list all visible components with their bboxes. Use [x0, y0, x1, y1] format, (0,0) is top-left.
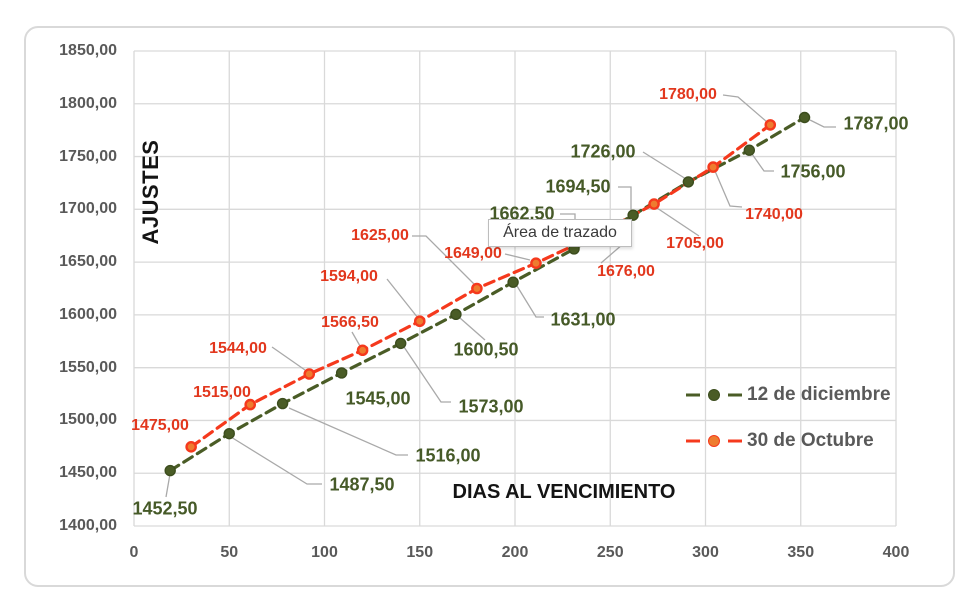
data-label-12-de-diciembre: 1726,00	[570, 141, 636, 162]
label-leader-line	[230, 436, 322, 485]
data-point-marker[interactable]	[798, 111, 811, 124]
label-leader-line	[412, 235, 477, 287]
data-label-30-de-octubre: 1740,00	[745, 206, 803, 223]
label-leader-line	[714, 170, 743, 208]
data-label-12-de-diciembre: 1631,00	[550, 309, 616, 330]
data-point-marker[interactable]	[356, 344, 369, 357]
data-point-marker[interactable]	[450, 308, 462, 321]
data-label-12-de-diciembre: 1545,00	[345, 388, 411, 409]
data-point-marker[interactable]	[413, 315, 426, 328]
y-tick-label: 1450,00	[59, 464, 117, 482]
data-point-marker[interactable]	[743, 144, 756, 156]
data-point-marker[interactable]	[707, 161, 719, 173]
x-tick-label: 400	[882, 544, 910, 561]
data-label-30-de-octubre: 1475,00	[131, 417, 189, 434]
label-leader-line	[288, 407, 408, 456]
label-leader-line	[642, 151, 687, 180]
data-label-12-de-diciembre: 1600,50	[453, 339, 519, 360]
data-label-30-de-octubre: 1515,00	[193, 384, 251, 401]
data-label-12-de-diciembre: 1573,00	[458, 396, 524, 417]
data-label-30-de-octubre: 1705,00	[666, 235, 724, 252]
label-leader-line	[403, 346, 451, 403]
label-leader-line	[165, 473, 171, 498]
data-point-marker[interactable]	[764, 119, 777, 131]
plot-area-tooltip: Área de trazado	[488, 219, 632, 247]
x-tick-label: 200	[501, 544, 529, 561]
label-leader-line	[722, 94, 768, 123]
data-label-30-de-octubre: 1780,00	[659, 86, 717, 103]
gridlines	[133, 50, 897, 527]
series-line-12-de-diciembre[interactable]	[168, 115, 807, 473]
data-point-marker[interactable]	[244, 398, 257, 411]
data-point-marker[interactable]	[185, 441, 197, 453]
y-tick-label: 1500,00	[59, 411, 117, 429]
legend-label-30-de-octubre: 30 de Octubre	[747, 430, 874, 451]
data-label-30-de-octubre: 1676,00	[597, 263, 655, 280]
y-tick-label: 1550,00	[59, 358, 117, 376]
x-axis-title: DIAS AL VENCIMIENTO	[452, 481, 676, 503]
data-label-30-de-octubre: 1594,00	[320, 268, 378, 285]
x-tick-label: 50	[220, 544, 239, 561]
y-tick-label: 1600,00	[59, 305, 117, 323]
data-point-marker[interactable]	[627, 209, 639, 221]
data-point-marker[interactable]	[303, 368, 316, 380]
x-tick-label: 150	[406, 544, 434, 561]
data-label-12-de-diciembre: 1662,50	[489, 203, 555, 224]
data-point-marker[interactable]	[648, 198, 660, 210]
data-point-marker[interactable]	[507, 276, 519, 288]
label-leader-line	[516, 285, 544, 318]
label-leader-line	[386, 278, 419, 319]
label-leader-line	[271, 346, 306, 371]
y-axis-title: AJUSTES	[138, 139, 163, 245]
label-leader-line	[751, 153, 774, 172]
data-point-marker[interactable]	[223, 427, 235, 440]
data-label-12-de-diciembre: 1787,00	[843, 113, 909, 134]
y-tick-label: 1650,00	[59, 253, 117, 271]
data-label-12-de-diciembre: 1516,00	[415, 445, 481, 466]
x-tick-label: 0	[129, 544, 139, 561]
data-label-12-de-diciembre: 1694,50	[545, 176, 611, 197]
legend-label-12-de-diciembre: 12 de diciembre	[747, 384, 891, 405]
data-point-marker[interactable]	[395, 337, 407, 350]
y-tick-label: 1400,00	[59, 517, 117, 534]
legend: 12 de diciembre 30 de Octubre	[684, 383, 891, 475]
legend-item-30-de-octubre[interactable]: 30 de Octubre	[684, 429, 891, 453]
data-label-30-de-octubre: 1649,00	[444, 245, 502, 262]
data-point-marker[interactable]	[164, 464, 176, 477]
label-leader-line	[504, 253, 531, 261]
legend-marker-green-icon	[686, 389, 742, 401]
label-leader-line	[656, 207, 700, 237]
y-tick-label: 1800,00	[59, 94, 117, 112]
data-point-marker[interactable]	[682, 176, 695, 188]
y-tick-label: 1700,00	[59, 200, 117, 218]
data-label-12-de-diciembre: 1487,50	[329, 474, 395, 495]
data-label-30-de-octubre: 1625,00	[351, 227, 409, 244]
x-tick-label: 350	[787, 544, 815, 561]
data-label-12-de-diciembre: 1452,50	[132, 498, 198, 519]
markers-12-de-diciembre	[164, 111, 811, 477]
legend-item-12-de-diciembre[interactable]: 12 de diciembre	[684, 383, 891, 407]
label-leader-lines	[165, 94, 836, 498]
x-tick-label: 250	[596, 544, 624, 561]
data-point-marker[interactable]	[530, 257, 542, 269]
x-tick-label: 300	[692, 544, 719, 561]
legend-marker-red-icon	[686, 435, 742, 447]
x-tick-label: 100	[311, 544, 338, 561]
y-tick-label: 1850,00	[59, 42, 117, 59]
y-tick-label: 1750,00	[59, 147, 117, 165]
data-label-12-de-diciembre: 1756,00	[780, 161, 846, 182]
label-leader-line	[809, 119, 836, 128]
label-leader-line	[351, 331, 361, 347]
label-leader-line	[459, 317, 486, 341]
label-leader-line	[618, 186, 632, 211]
data-point-marker[interactable]	[335, 367, 348, 379]
data-point-marker[interactable]	[276, 397, 289, 410]
data-label-30-de-octubre: 1544,00	[209, 340, 267, 357]
data-point-marker[interactable]	[471, 282, 483, 295]
data-label-30-de-octubre: 1566,50	[321, 314, 379, 331]
